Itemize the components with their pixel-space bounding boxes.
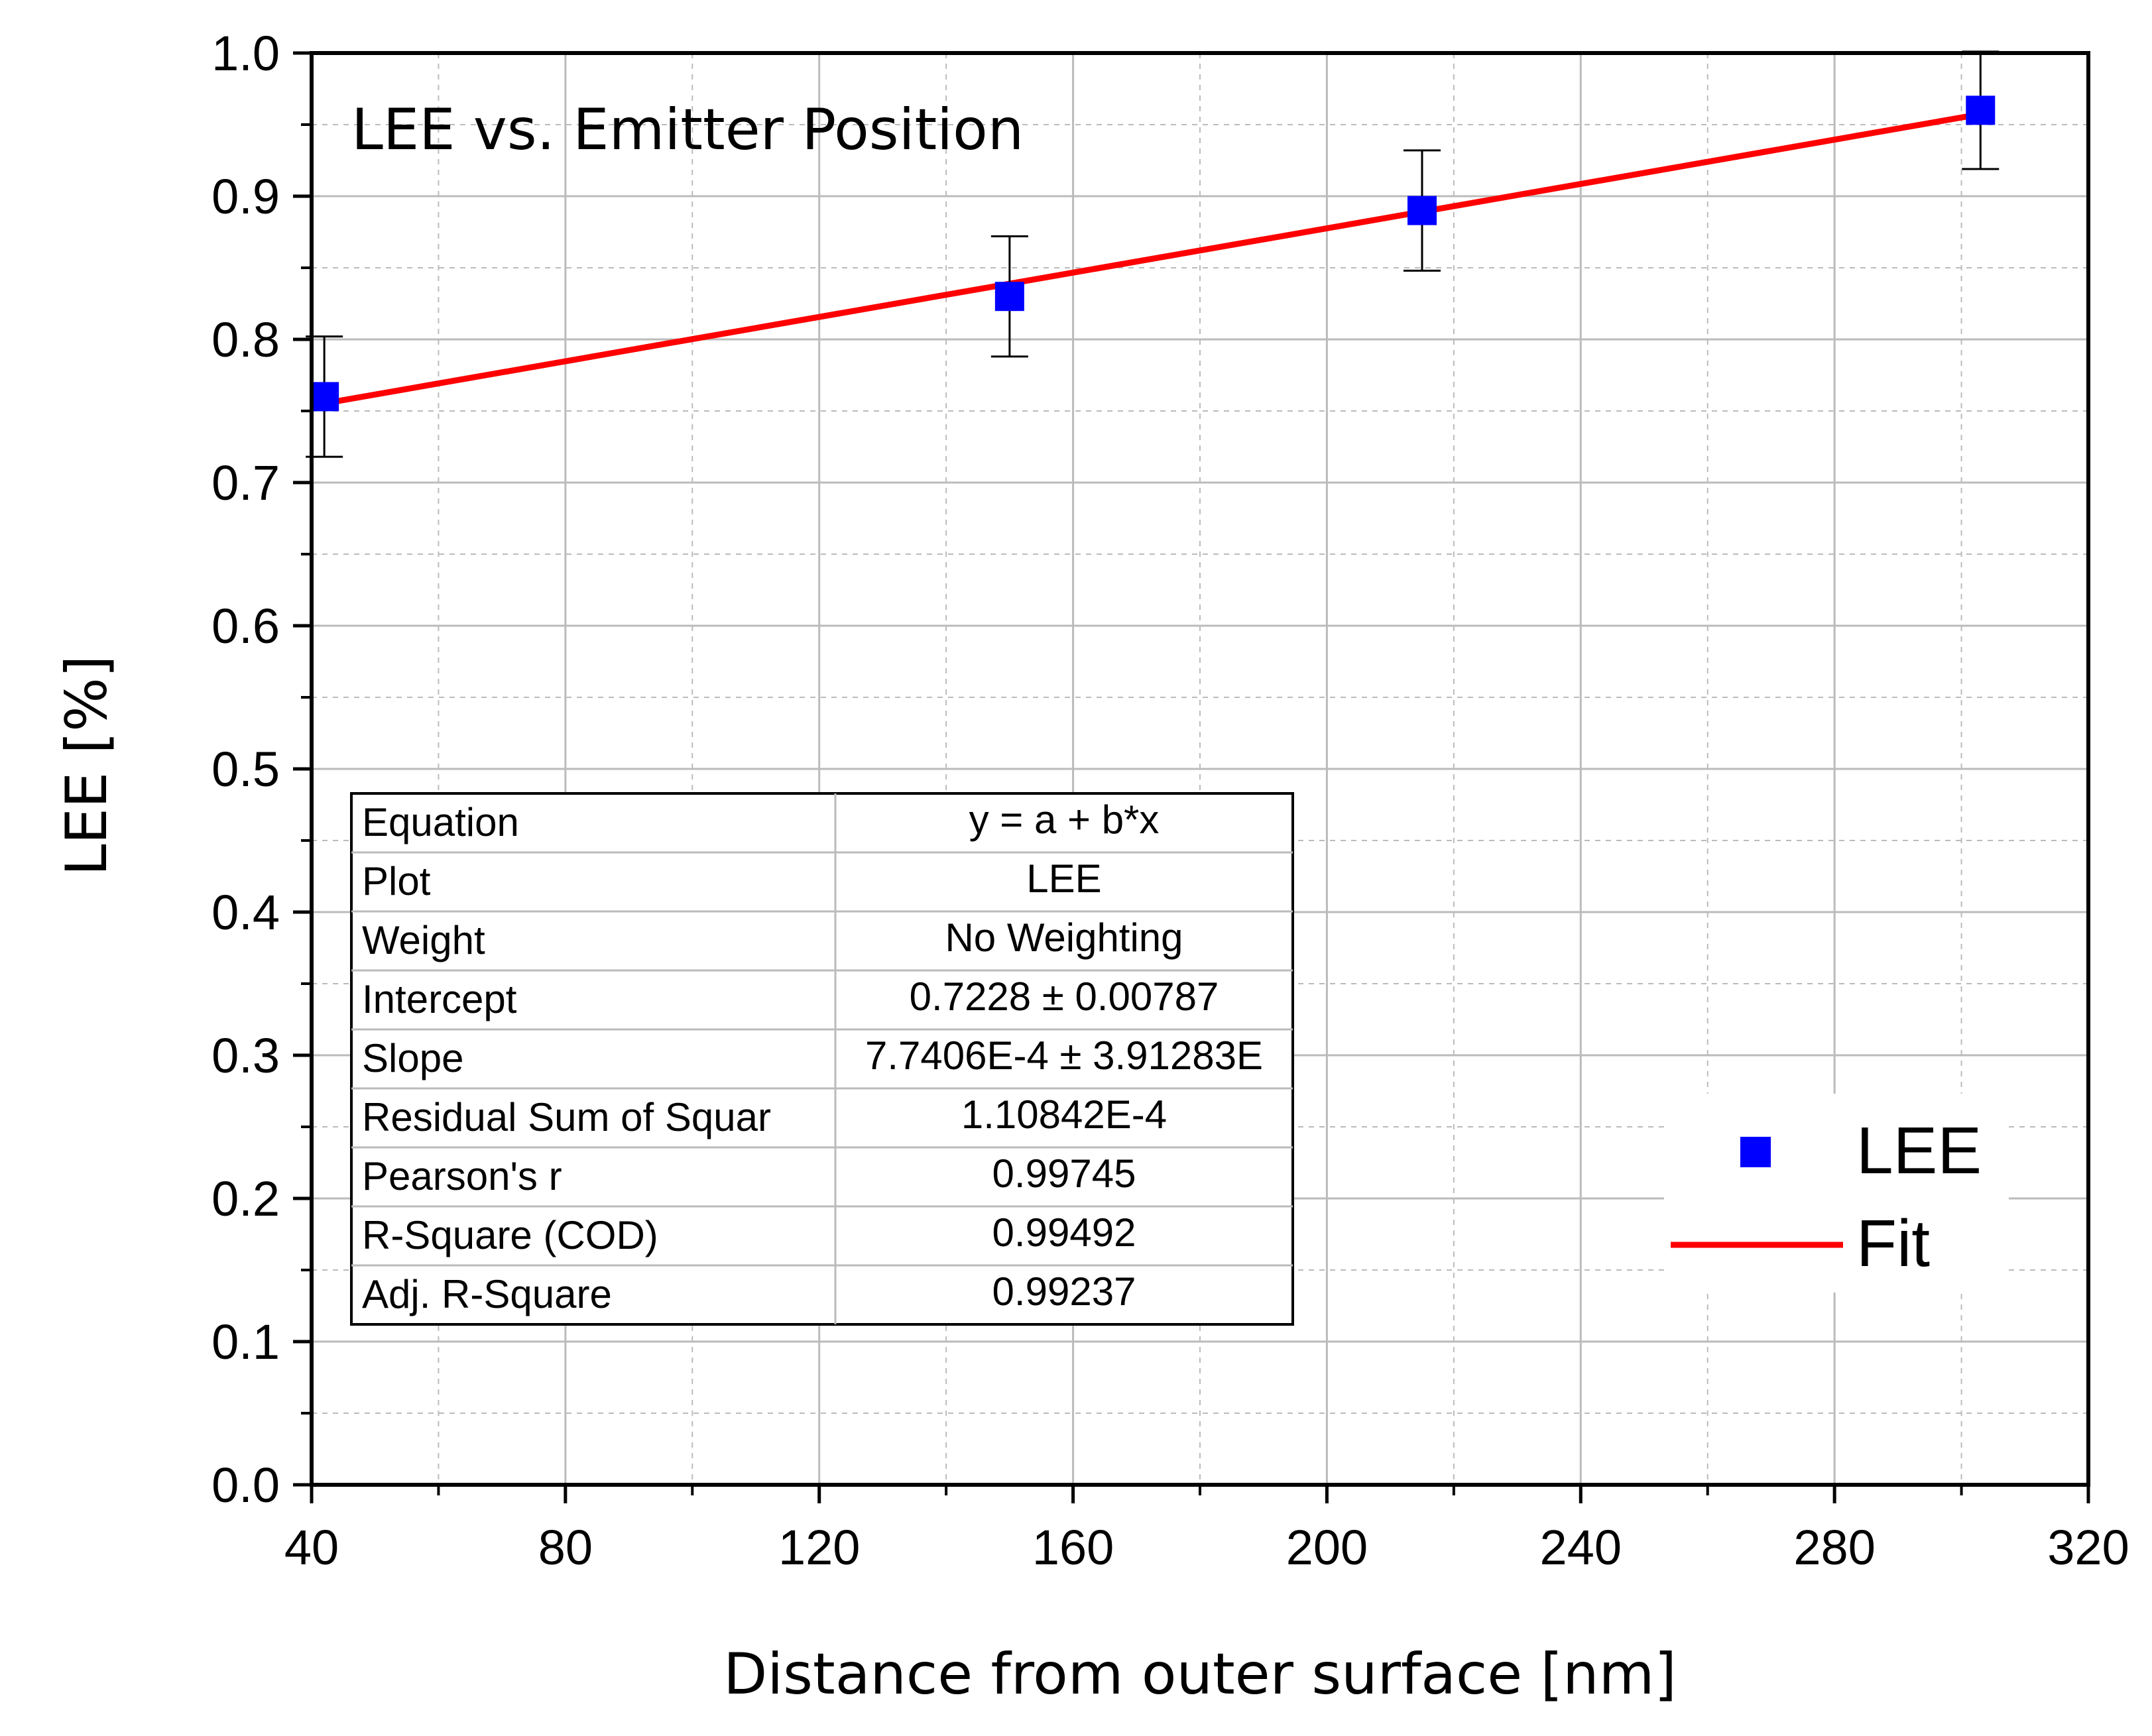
x-tick-label: 320	[2047, 1520, 2129, 1575]
legend-lee-marker	[1740, 1137, 1771, 1167]
stats-row-label: R-Square (COD)	[362, 1213, 658, 1257]
x-tick-label: 160	[1032, 1520, 1114, 1575]
data-point	[1407, 196, 1437, 225]
stats-row-value: 0.99237	[992, 1269, 1136, 1314]
stats-row-label: Intercept	[362, 977, 517, 1021]
data-point	[1966, 95, 1996, 125]
stats-row-label: Adj. R-Square	[362, 1272, 612, 1316]
x-tick-label: 240	[1540, 1520, 1622, 1575]
stats-row-label: Pearson's r	[362, 1154, 562, 1198]
lee-series	[306, 50, 2000, 458]
stats-row-label: Plot	[362, 859, 431, 903]
stats-row-value: 0.7228 ± 0.00787	[910, 974, 1219, 1019]
stats-row-label: Residual Sum of Squar	[362, 1095, 771, 1139]
stats-row-value: 0.99492	[992, 1210, 1136, 1255]
legend-fit-label: Fit	[1856, 1206, 1930, 1281]
y-tick-label: 0.9	[211, 169, 280, 224]
fit-series	[324, 111, 1982, 406]
y-tick-label: 0.2	[211, 1171, 280, 1226]
legend-lee-label: LEE	[1856, 1114, 1982, 1188]
y-tick-label: 0.1	[211, 1314, 280, 1369]
x-tick-labels: 40 80 120 160 200 240 280 320	[284, 1520, 2129, 1575]
data-point	[994, 282, 1024, 312]
y-tick-label: 0.4	[211, 885, 280, 940]
x-tick-label: 40	[284, 1520, 339, 1575]
y-tick-label: 0.0	[211, 1458, 280, 1513]
stats-row-value: 1.10842E-4	[961, 1092, 1167, 1137]
y-tick-label: 0.3	[211, 1028, 280, 1083]
y-tick-label: 0.7	[211, 455, 280, 510]
stats-row-value: No Weighting	[945, 915, 1183, 960]
fit-line	[324, 111, 1982, 406]
x-tick-label: 280	[1793, 1520, 1875, 1575]
legend: LEE Fit	[1664, 1094, 2009, 1293]
stats-row-label: Slope	[362, 1036, 463, 1080]
stats-row-label: Weight	[362, 918, 485, 962]
y-tick-label: 1.0	[211, 26, 280, 81]
x-axis-title: Distance from outer surface [nm]	[723, 1641, 1677, 1707]
stats-row-value: y = a + b*x	[969, 797, 1160, 842]
fit-stats-table: Equation y = a + b*x Plot LEE Weight No Weigh…	[350, 792, 1294, 1326]
stats-row-value: 0.99745	[992, 1151, 1136, 1196]
stats-row-value: 7.7406E-4 ± 3.91283E	[865, 1033, 1263, 1078]
chart-title: LEE vs. Emitter Position	[351, 97, 1024, 163]
axis-ticks	[293, 51, 2090, 1503]
y-tick-label: 0.8	[211, 312, 280, 367]
x-tick-label: 80	[538, 1520, 593, 1575]
stats-row-value: LEE	[1026, 856, 1101, 901]
y-axis-title: LEE [%]	[54, 656, 120, 876]
x-tick-label: 200	[1286, 1520, 1368, 1575]
stats-row-label: Equation	[362, 800, 519, 844]
y-tick-label: 0.5	[211, 742, 280, 797]
legend-background	[1664, 1094, 2009, 1293]
y-tick-labels: 0.0 0.1 0.2 0.3 0.4 0.5 0.6 0.7 0.8 0.9 1.0	[211, 26, 280, 1513]
y-tick-label: 0.6	[211, 599, 280, 654]
stats-table-frame	[350, 792, 1294, 1326]
x-tick-label: 120	[778, 1520, 860, 1575]
data-point	[310, 382, 339, 412]
